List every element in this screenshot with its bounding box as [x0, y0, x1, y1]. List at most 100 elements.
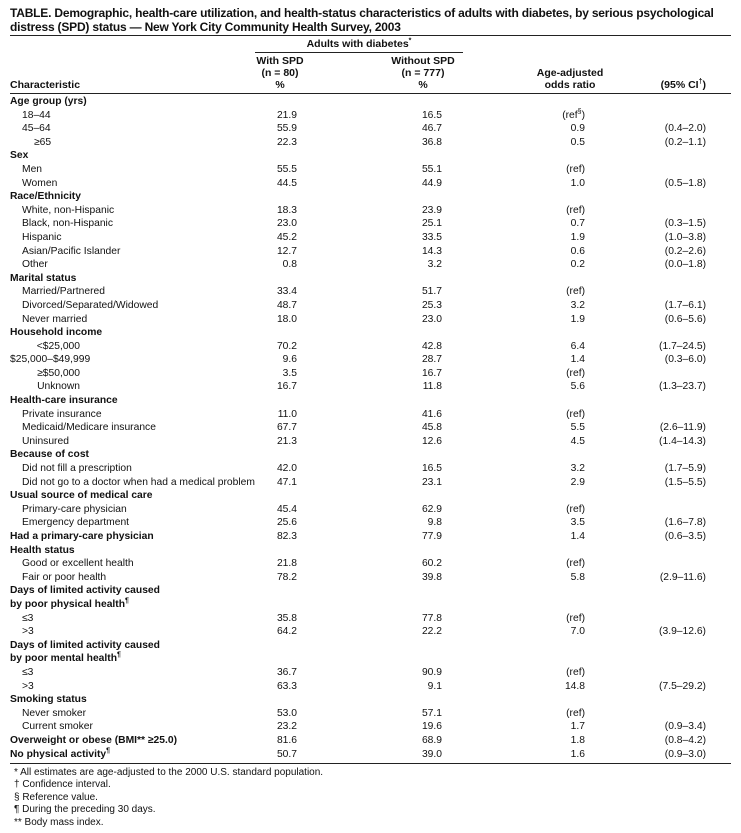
without-spd-value: 33.5 — [421, 231, 442, 243]
ci-value: (1.0–3.8) — [664, 231, 706, 243]
row-label: Black, non-Hispanic — [22, 217, 113, 231]
without-spd-value: 28.7 — [421, 354, 442, 366]
with-spd-value: 78.2 — [276, 571, 297, 583]
with-spd-value: 3.5 — [282, 367, 297, 379]
row-label: by poor physical health¶ — [10, 598, 129, 612]
without-spd-value: 36.8 — [421, 136, 442, 148]
table-row: Private insurance 11.0 41.6 (ref) — [10, 408, 731, 422]
with-spd-value: 45.4 — [276, 503, 297, 515]
odds-ratio-header: Age-adjusted odds ratio — [520, 67, 620, 91]
with-spd-value: 45.2 — [276, 231, 297, 243]
table-row: Unknown 16.7 11.8 5.6 (1.3–23.7) — [10, 380, 731, 394]
table-row: Uninsured 21.3 12.6 4.5 (1.4–14.3) — [10, 435, 731, 449]
ci-value: (2.9–11.6) — [659, 571, 706, 583]
row-label-text: Black, non-Hispanic — [22, 218, 113, 230]
with-spd-value: 23.0 — [276, 218, 297, 230]
odds-ratio-value: 3.2 — [570, 299, 585, 311]
odds-ratio-value: 0.9 — [570, 123, 585, 135]
without-spd-value: 22.2 — [421, 626, 442, 638]
without-spd-value: 62.9 — [421, 503, 442, 515]
table-section-row: Usual source of medical care — [10, 489, 731, 503]
ci-value: (0.9–3.0) — [664, 748, 706, 760]
row-label-text: No physical activity — [10, 748, 107, 760]
with-spd-value: 81.6 — [276, 734, 297, 746]
table-row: 18–44 21.9 16.5 (ref§) — [10, 108, 731, 123]
ci-sup: † — [698, 78, 703, 86]
row-label: Household income — [10, 326, 102, 340]
odds-ratio-value: (ref) — [566, 163, 585, 175]
row-label-text: Household income — [10, 327, 103, 339]
without-spd-value: 77.9 — [421, 531, 442, 542]
with-spd-value: 18.3 — [276, 204, 297, 216]
with-spd-value: 35.8 — [276, 612, 297, 624]
odds-ratio-value: 1.4 — [570, 531, 585, 542]
with-spd-value: 21.8 — [276, 558, 297, 570]
row-label: $25,000–$49,999 — [10, 353, 90, 367]
without-spd-value: 23.0 — [421, 313, 442, 325]
row-label: >3 — [22, 625, 34, 639]
row-label: Good or excellent health — [22, 557, 134, 571]
ci-value: (1.3–23.7) — [659, 381, 706, 393]
row-label: Usual source of medical care — [10, 489, 153, 503]
without-spd-value: 45.8 — [421, 422, 442, 434]
table-row: Other 0.8 3.2 0.2 (0.0–1.8) — [10, 258, 731, 272]
without-spd-value: 16.7 — [421, 367, 442, 379]
row-label: Asian/Pacific Islander — [22, 245, 120, 259]
table-title: TABLE. Demographic, health-care utilizat… — [10, 6, 714, 34]
table-row: Women 44.5 44.9 1.0 (0.5–1.8) — [10, 177, 731, 191]
row-label-text: >3 — [22, 626, 34, 638]
row-label: Days of limited activity caused — [10, 639, 160, 653]
without-spd-value: 16.5 — [421, 463, 442, 475]
odds-ratio-value: 5.8 — [570, 571, 585, 583]
without-spd-value: 25.1 — [421, 218, 442, 230]
with-spd-value: 47.1 — [276, 476, 297, 488]
row-label-text: Asian/Pacific Islander — [22, 245, 121, 257]
table-row: <$25,000 70.2 42.8 6.4 (1.7–24.5) — [10, 340, 731, 354]
odds-ratio-value: 0.2 — [570, 259, 585, 271]
header-rule — [10, 93, 731, 94]
odds-ratio-value: 5.5 — [570, 422, 585, 434]
table-section-row: Sex — [10, 149, 731, 163]
row-label-text: >3 — [22, 680, 34, 692]
row-label-text: ≥$50,000 — [37, 367, 80, 379]
footnote-marker: ¶ — [125, 597, 129, 605]
odds-label-1: Age-adjusted — [536, 67, 604, 79]
row-label-text: Because of cost — [10, 449, 89, 461]
table-section-row: Because of cost — [10, 448, 731, 462]
row-label: Overweight or obese (BMI** ≥25.0) — [10, 734, 177, 748]
table-row: Hispanic 45.2 33.5 1.9 (1.0–3.8) — [10, 231, 731, 245]
table-section-row: Days of limited activity caused — [10, 584, 731, 598]
odds-ratio-value: 1.4 — [570, 354, 585, 366]
table-row: Did not go to a doctor when had a medica… — [10, 476, 731, 490]
row-label: Men — [22, 163, 42, 177]
row-label: ≥65 — [34, 136, 51, 150]
without-spd-value: 57.1 — [421, 707, 442, 719]
row-label-text: Had a primary-care physician — [10, 531, 154, 542]
odds-ratio-value: 0.5 — [570, 136, 585, 148]
ci-value: (3.9–12.6) — [659, 626, 706, 638]
ci-value: (1.5–5.5) — [664, 476, 706, 488]
with-spd-value: 70.2 — [276, 340, 297, 352]
odds-ratio-value: 3.2 — [570, 463, 585, 475]
row-label-text: Primary-care physician — [22, 503, 127, 515]
row-label: Did not go to a doctor when had a medica… — [22, 476, 255, 490]
top-rule — [10, 35, 731, 36]
odds-ratio-value: (ref) — [566, 707, 585, 719]
without-spd-value: 68.9 — [421, 734, 442, 746]
with-spd-value: 11.0 — [277, 408, 297, 420]
table-section-row: Race/Ethnicity — [10, 190, 731, 204]
row-label-text: Unknown — [37, 381, 80, 393]
without-spd-value: 39.8 — [421, 571, 442, 583]
odds-ratio-value: 14.8 — [564, 680, 585, 692]
odds-ratio-value: (ref) — [566, 558, 585, 570]
without-spd-value: 12.6 — [421, 435, 442, 447]
row-label: No physical activity¶ — [10, 747, 110, 762]
without-spd-value: 9.1 — [427, 680, 442, 692]
table-row: >3 64.2 22.2 7.0 (3.9–12.6) — [10, 625, 731, 639]
row-label: Sex — [10, 149, 28, 163]
with-spd-value: 9.6 — [282, 354, 297, 366]
with-spd-value: 55.9 — [276, 123, 297, 135]
without-spd-value: 44.9 — [421, 177, 442, 189]
odds-ratio-value: 3.5 — [570, 517, 585, 529]
